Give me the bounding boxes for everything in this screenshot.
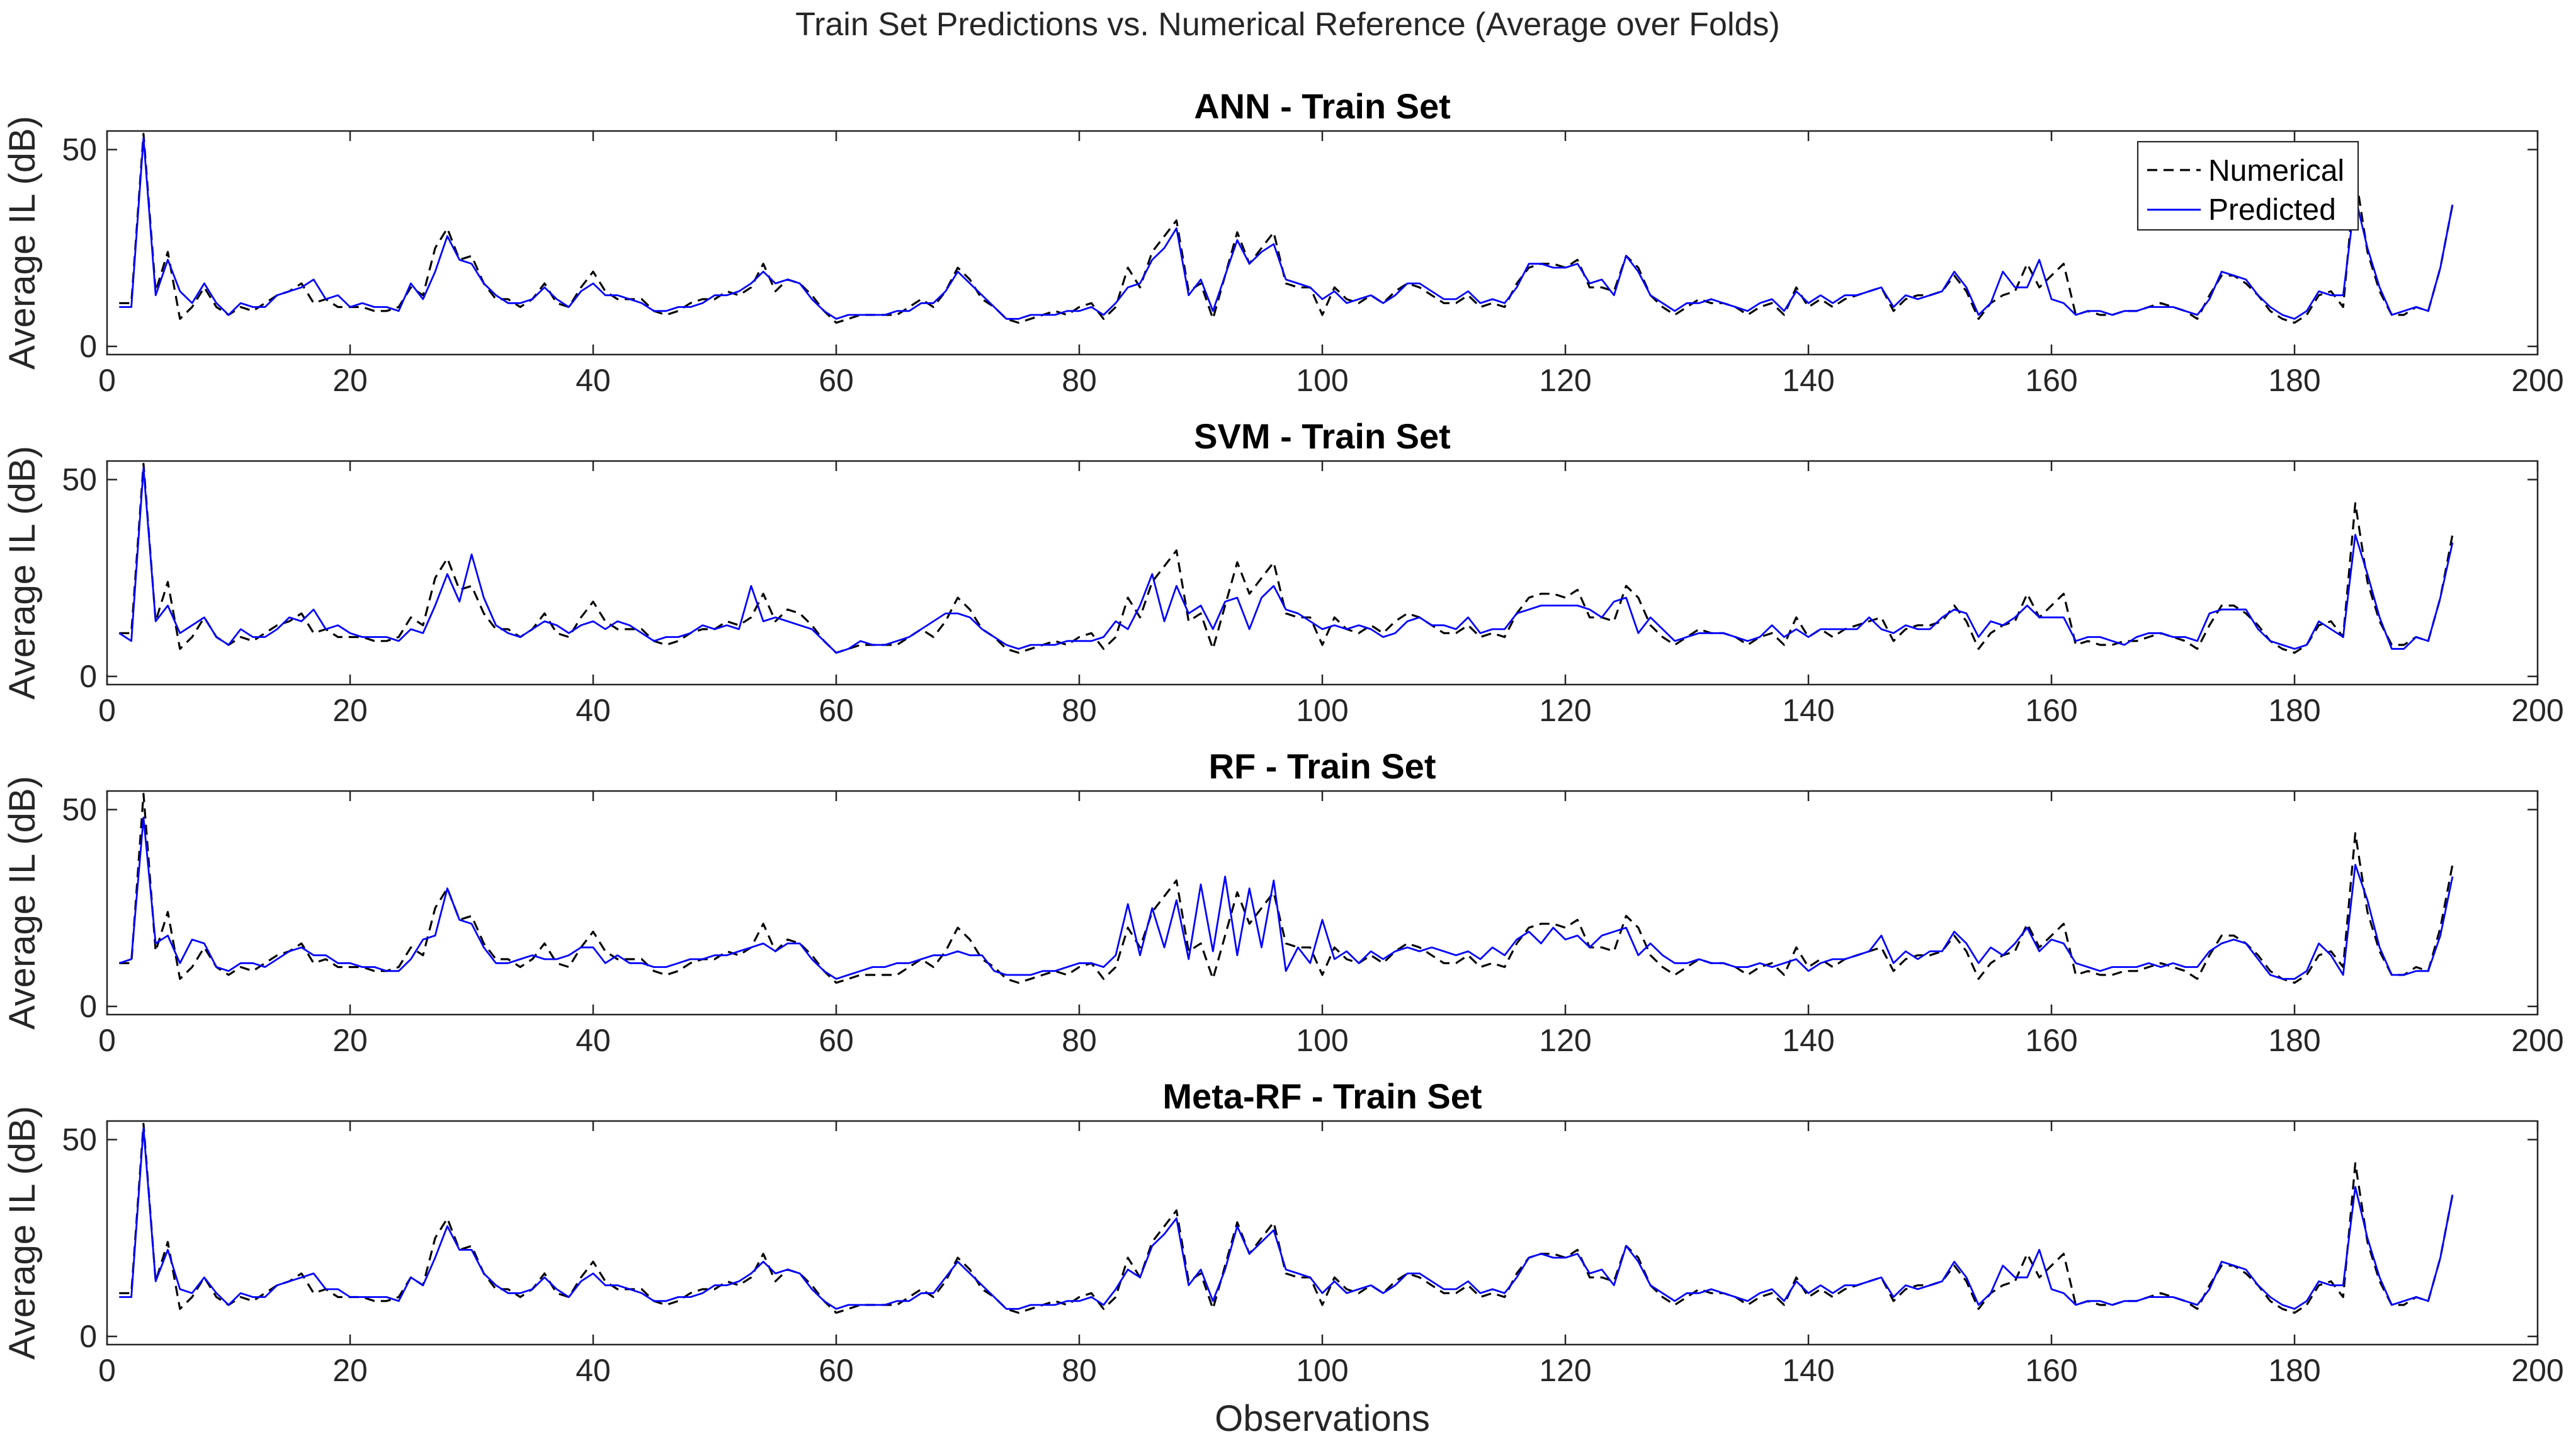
x-tick-label: 160 <box>2025 1353 2077 1388</box>
panel-title: RF - Train Set <box>1209 746 1436 786</box>
x-tick-label: 80 <box>1062 1353 1097 1388</box>
x-tick-label: 40 <box>576 363 611 398</box>
y-tick-label: 50 <box>62 792 97 828</box>
x-tick-label: 0 <box>98 363 116 398</box>
panel-1: ANN - Train Set Average IL (dB) 0 20 40 60 80 1… <box>2 86 2564 398</box>
panel-title: SVM - Train Set <box>1194 416 1451 456</box>
x-tick-label: 0 <box>98 1353 116 1388</box>
series-line-predicted <box>119 137 2454 320</box>
series-line-predicted <box>118 816 2454 980</box>
x-tick-label: 80 <box>1062 363 1097 398</box>
x-tick-label: 60 <box>819 363 854 398</box>
y-tick-label: 0 <box>79 1319 97 1354</box>
x-tick-label: 180 <box>2268 1023 2320 1058</box>
panel-3: RF - Train Set Average IL (dB) 0 20 40 60 80 10… <box>2 746 2564 1058</box>
x-tick-label: 100 <box>1296 1353 1348 1388</box>
x-tick-label: 20 <box>332 693 368 728</box>
x-tick-label: 80 <box>1062 693 1097 728</box>
y-tick-label: 50 <box>62 132 97 168</box>
y-axis-label: Average IL (dB) <box>2 776 43 1030</box>
x-tick-label: 180 <box>2268 363 2320 398</box>
x-tick-label: 120 <box>1539 1353 1591 1388</box>
x-tick-label: 40 <box>576 693 611 728</box>
x-tick-label: 60 <box>819 1023 854 1058</box>
panel-4: Meta-RF - Train Set Average IL (dB) 0 20 40 6… <box>2 1076 2564 1388</box>
y-axis-label: Average IL (dB) <box>2 1106 43 1360</box>
x-tick-label: 120 <box>1539 363 1591 398</box>
x-tick-label: 60 <box>819 1353 854 1388</box>
y-axis-label: Average IL (dB) <box>2 116 43 370</box>
x-tick-label: 200 <box>2511 363 2563 398</box>
x-tick-label: 180 <box>2268 1353 2320 1388</box>
figure-xlabel: Observations <box>1215 1398 1430 1439</box>
series-line-numerical <box>119 462 2454 654</box>
x-tick-label: 20 <box>332 363 368 398</box>
series-line-predicted <box>119 1127 2454 1310</box>
series-line-numerical <box>119 792 2454 984</box>
x-tick-label: 120 <box>1539 1023 1591 1058</box>
y-axis-label: Average IL (dB) <box>2 446 43 700</box>
x-tick-label: 40 <box>576 1023 611 1058</box>
legend: Numerical Predicted <box>2136 140 2359 231</box>
x-tick-label: 0 <box>98 693 116 728</box>
series-line-numerical <box>119 1122 2454 1314</box>
x-tick-label: 200 <box>2511 1023 2563 1058</box>
figure-suptitle: Train Set Predictions vs. Numerical Refe… <box>795 6 1780 43</box>
x-tick-label: 40 <box>576 1353 611 1388</box>
y-tick-label: 50 <box>62 462 97 498</box>
y-tick-label: 50 <box>62 1122 97 1158</box>
x-tick-label: 140 <box>1782 363 1834 398</box>
x-tick-label: 140 <box>1782 1353 1834 1388</box>
panel-title: Meta-RF - Train Set <box>1162 1076 1482 1116</box>
x-tick-label: 20 <box>332 1353 368 1388</box>
x-tick-label: 140 <box>1782 1023 1834 1058</box>
legend-label-predicted: Predicted <box>2208 193 2336 227</box>
x-tick-label: 160 <box>2025 363 2077 398</box>
x-tick-label: 140 <box>1782 693 1834 728</box>
x-tick-label: 0 <box>98 1023 116 1058</box>
series-line-numerical <box>119 132 2454 324</box>
panels-container: ANN - Train Set Average IL (dB) 0 20 40 60 80 1… <box>2 86 2564 1388</box>
x-tick-label: 100 <box>1296 363 1348 398</box>
x-tick-label: 100 <box>1296 1023 1348 1058</box>
x-tick-label: 100 <box>1296 693 1348 728</box>
y-tick-label: 0 <box>79 989 97 1024</box>
x-tick-label: 160 <box>2025 1023 2077 1058</box>
x-tick-label: 20 <box>332 1023 368 1058</box>
x-tick-label: 180 <box>2268 693 2320 728</box>
x-tick-label: 200 <box>2511 1353 2563 1388</box>
panel-2: SVM - Train Set Average IL (dB) 0 20 40 60 80 1… <box>2 416 2564 728</box>
x-tick-label: 60 <box>819 693 854 728</box>
legend-box <box>2136 140 2359 231</box>
x-tick-label: 80 <box>1062 1023 1097 1058</box>
series-line-predicted <box>118 467 2454 654</box>
x-tick-label: 120 <box>1539 693 1591 728</box>
legend-label-numerical: Numerical <box>2208 154 2344 188</box>
x-tick-label: 200 <box>2511 693 2563 728</box>
y-tick-label: 0 <box>79 329 97 364</box>
y-tick-label: 0 <box>79 659 97 694</box>
panel-title: ANN - Train Set <box>1194 86 1451 126</box>
x-tick-label: 160 <box>2025 693 2077 728</box>
